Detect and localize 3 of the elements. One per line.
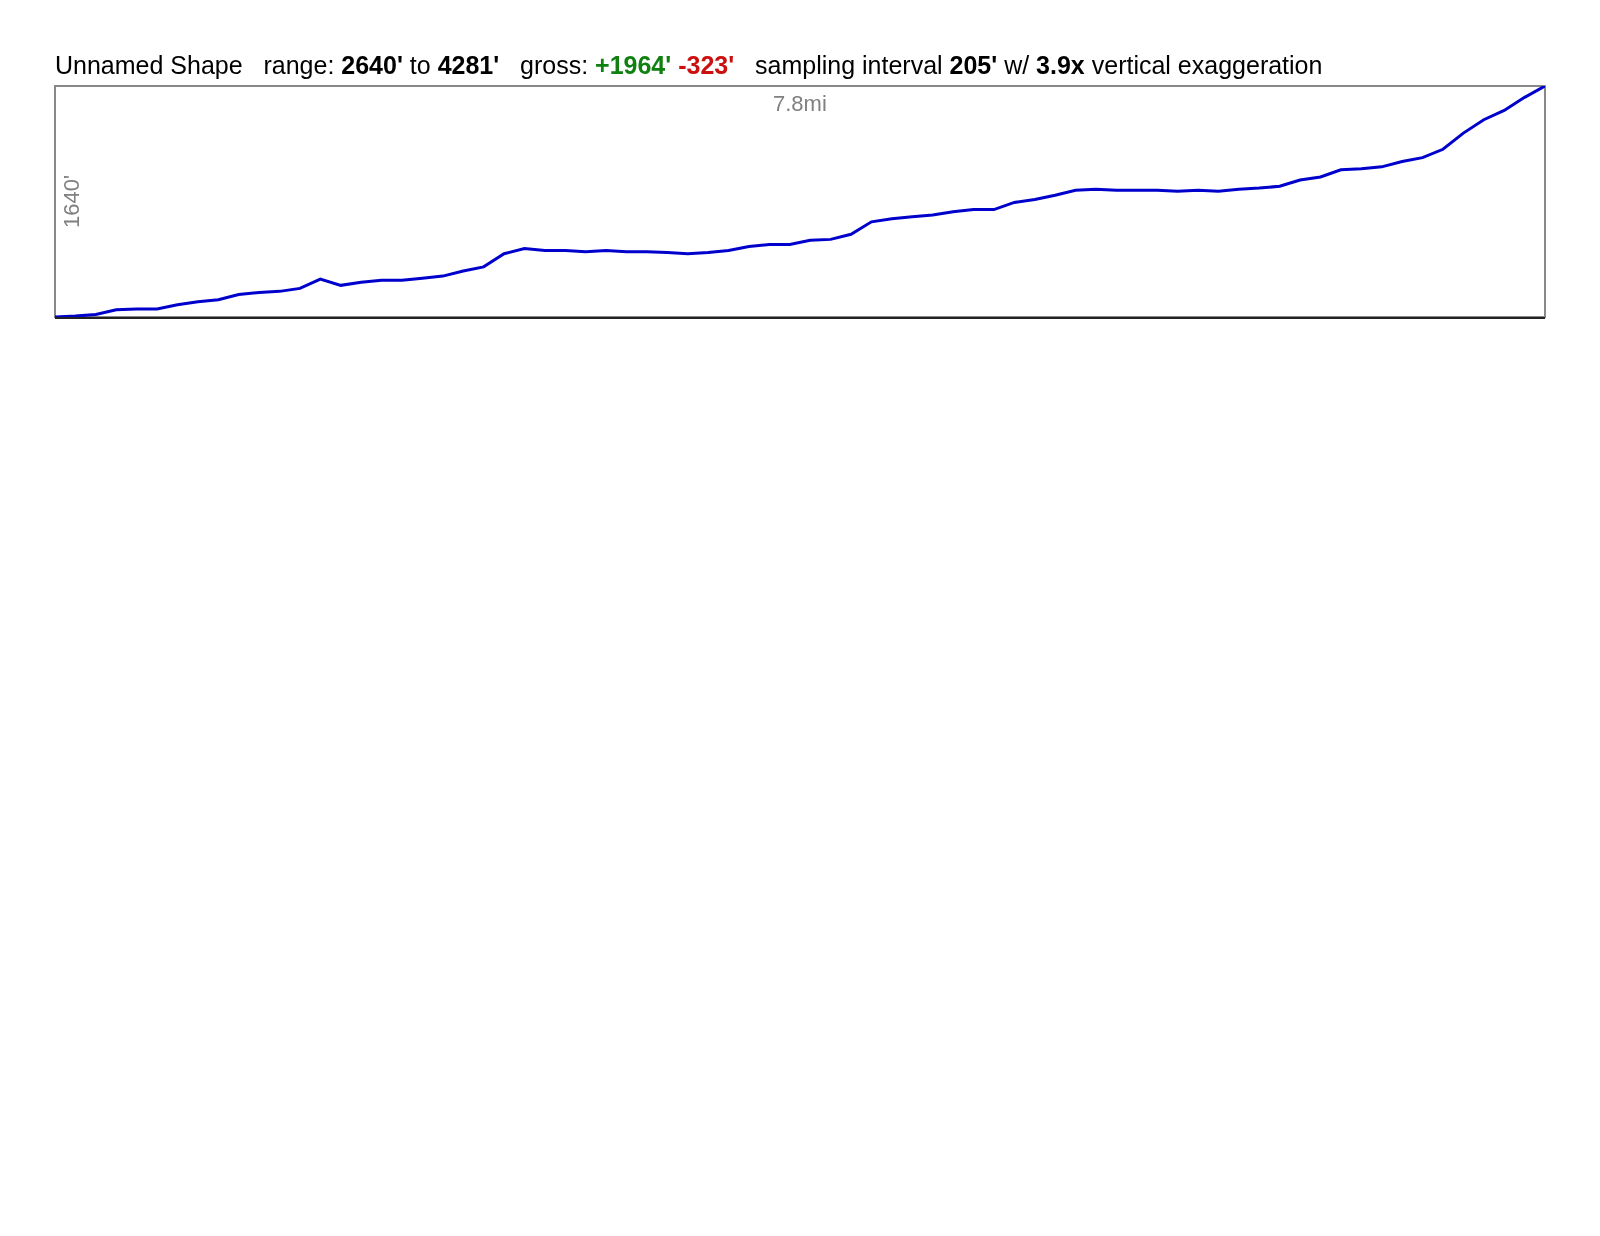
y-axis-title: 1640' [59,174,84,228]
x-axis-title: 7.8mi [773,91,827,116]
chart-title: Unnamed Shape range: 2640' to 4281' gross: +1964' -323' sampling interval 205' w/ 3.9x vertical exaggeration [55,50,1323,79]
